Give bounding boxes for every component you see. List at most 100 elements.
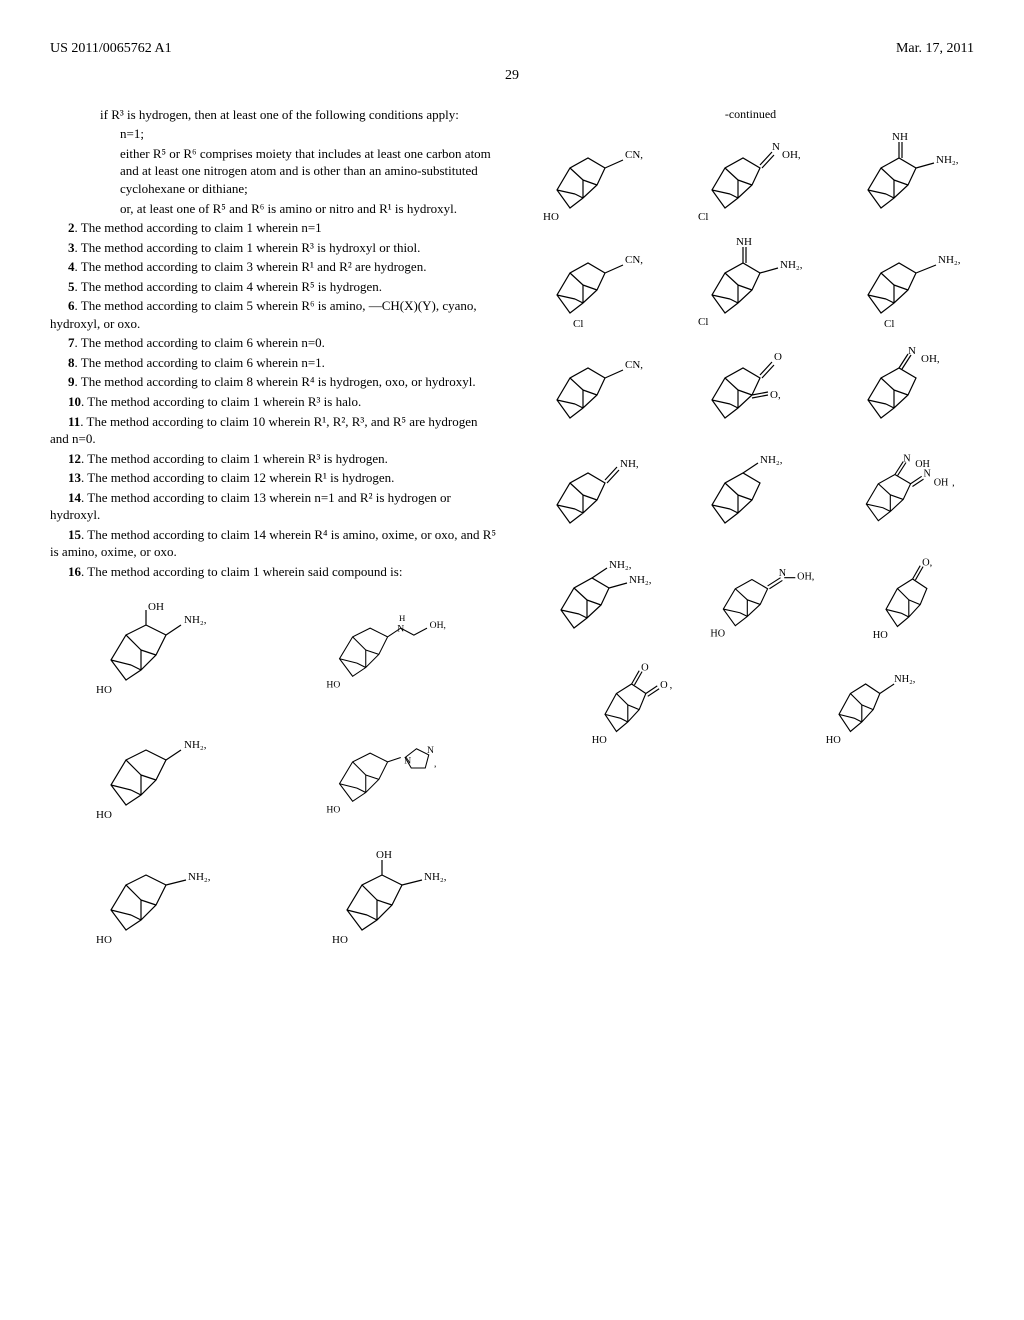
claim-4: 4. The method according to claim 3 where… (50, 258, 497, 276)
svg-text:HO: HO (96, 934, 112, 946)
left-column: if R³ is hydrogen, then at least one of … (50, 106, 497, 956)
claim-2: 2. The method according to claim 1 where… (50, 219, 497, 237)
left-structures: HO NH₂, OH HO H N OH, HO NH₂, (50, 595, 497, 955)
condition-intro: if R³ is hydrogen, then at least one of … (100, 106, 497, 124)
svg-text:O: O (774, 351, 782, 363)
svg-text:N: N (908, 345, 916, 357)
svg-text:HO: HO (326, 680, 340, 691)
structure-r3: NH NH₂, (846, 130, 966, 225)
claim-5: 5. The method according to claim 4 where… (50, 278, 497, 296)
structure-r10: NH, (535, 445, 655, 540)
svg-text:NH₂,: NH₂, (938, 254, 961, 266)
structure-r17: HO NH₂, (820, 655, 915, 750)
svg-text:NH₂,: NH₂, (609, 559, 632, 571)
claim-9: 9. The method according to claim 8 where… (50, 373, 497, 391)
svg-text:NH₂,: NH₂, (629, 574, 652, 586)
svg-text:NH₂,: NH₂, (760, 454, 783, 466)
svg-text:NH: NH (892, 131, 908, 143)
structure-r15: HO O, (867, 550, 962, 645)
structure-r9: N OH, (846, 340, 966, 435)
structure-l6: HO OH NH₂, (322, 845, 462, 955)
svg-text:O: O (641, 663, 649, 674)
svg-text:HO: HO (96, 809, 112, 821)
structure-r7: CN, (535, 340, 655, 435)
svg-text:N: N (924, 468, 932, 479)
svg-text:NH: NH (736, 236, 752, 248)
structure-l4: HO N N , (322, 720, 462, 830)
claim-8: 8. The method according to claim 6 where… (50, 354, 497, 372)
structure-r14: HO N OH, (703, 550, 823, 645)
svg-text:HO: HO (873, 630, 889, 641)
right-column: -continued HO CN, Cl N OH, NH NH₂, (527, 106, 974, 956)
svg-text:,: , (434, 759, 436, 770)
svg-text:OH,: OH, (429, 621, 445, 632)
svg-text:N: N (404, 756, 411, 767)
condition-n: n=1; (120, 125, 497, 143)
svg-text:NH₂,: NH₂, (936, 154, 959, 166)
structure-r16: HO O O , (586, 655, 681, 750)
claim-7: 7. The method according to claim 6 where… (50, 334, 497, 352)
svg-text:NH₂,: NH₂, (780, 259, 803, 271)
publication-date: Mar. 17, 2011 (896, 40, 974, 59)
svg-text:O,: O, (922, 558, 932, 569)
svg-text:NH₂,: NH₂, (184, 614, 207, 626)
structure-l1: HO NH₂, OH (86, 595, 226, 705)
structure-r11: NH₂, (690, 445, 810, 540)
svg-text:OH,: OH, (782, 149, 801, 161)
structure-r1: HO CN, (535, 130, 655, 225)
svg-text:,: , (670, 680, 673, 691)
right-structures: HO CN, Cl N OH, NH NH₂, Cl CN, (527, 130, 974, 750)
svg-text:HO: HO (710, 629, 725, 640)
claim-16: 16. The method according to claim 1 wher… (50, 563, 497, 581)
claim-3: 3. The method according to claim 1 where… (50, 239, 497, 257)
svg-text:N: N (903, 454, 911, 465)
structure-r5: Cl NH NH₂, (690, 235, 810, 330)
claim-11: 11. The method according to claim 10 whe… (50, 413, 497, 448)
claim-6: 6. The method according to claim 5 where… (50, 297, 497, 332)
structure-l3: HO NH₂, (86, 720, 226, 830)
svg-text:,: , (952, 478, 955, 489)
structure-r4: Cl CN, (535, 235, 655, 330)
structure-r6: Cl NH₂, (846, 235, 966, 330)
claim-13: 13. The method according to claim 12 whe… (50, 469, 497, 487)
svg-text:NH₂,: NH₂, (424, 871, 447, 883)
svg-text:NH₂,: NH₂, (188, 871, 211, 883)
svg-text:HO: HO (96, 684, 112, 696)
svg-text:CN,: CN, (625, 359, 643, 371)
svg-text:HO: HO (332, 934, 348, 946)
svg-text:NH,: NH, (620, 458, 639, 470)
svg-text:HO: HO (825, 735, 841, 746)
svg-text:Cl: Cl (698, 211, 708, 223)
structure-l2: HO H N OH, (322, 595, 462, 705)
svg-text:CN,: CN, (625, 254, 643, 266)
structure-r2: Cl N OH, (690, 130, 810, 225)
svg-text:HO: HO (326, 805, 340, 816)
svg-text:Cl: Cl (698, 316, 708, 328)
svg-text:HO: HO (543, 211, 559, 223)
condition-r5r6: either R⁵ or R⁶ comprises moiety that in… (120, 145, 497, 198)
structure-r13: NH₂, NH₂, (539, 550, 659, 645)
claim-15: 15. The method according to claim 14 whe… (50, 526, 497, 561)
structure-l5: HO NH₂, (86, 845, 226, 955)
svg-text:O: O (660, 680, 668, 691)
claim-12: 12. The method according to claim 1 wher… (50, 450, 497, 468)
svg-text:H: H (399, 614, 406, 624)
svg-text:OH: OH (934, 478, 949, 489)
svg-text:N: N (779, 568, 787, 579)
svg-text:N: N (397, 624, 404, 635)
svg-text:OH: OH (148, 601, 164, 613)
condition-or: or, at least one of R⁵ and R⁶ is amino o… (120, 200, 497, 218)
svg-text:OH: OH (376, 849, 392, 861)
claim-14: 14. The method according to claim 13 whe… (50, 489, 497, 524)
continued-label: -continued (527, 106, 974, 122)
svg-text:HO: HO (592, 735, 608, 746)
svg-text:OH,: OH, (921, 353, 940, 365)
claim-10: 10. The method according to claim 1 wher… (50, 393, 497, 411)
publication-number: US 2011/0065762 A1 (50, 40, 172, 59)
svg-text:NH₂,: NH₂, (184, 739, 207, 751)
svg-text:N: N (427, 746, 434, 757)
svg-text:Cl: Cl (884, 318, 894, 330)
structure-r8: O O, (690, 340, 810, 435)
svg-text:N: N (772, 141, 780, 153)
svg-text:O,: O, (770, 389, 781, 401)
